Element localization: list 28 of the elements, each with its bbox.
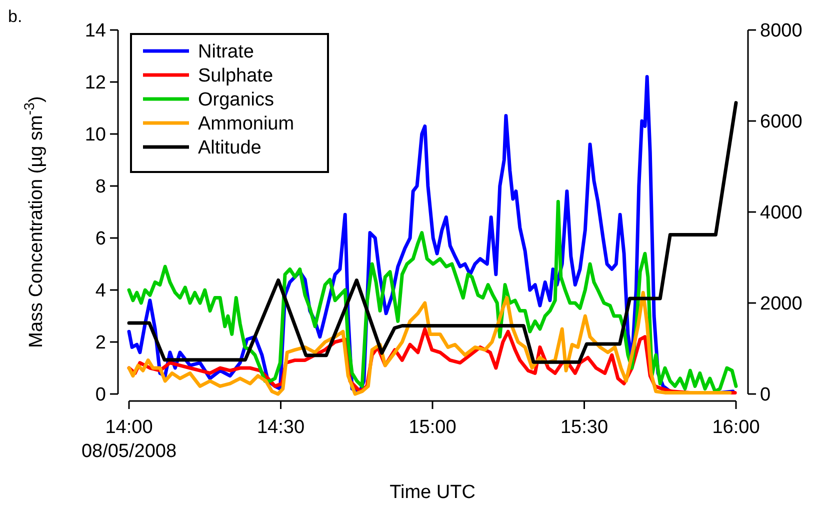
- y-tick-label: 8: [95, 176, 106, 198]
- y-tick-label: 4: [95, 280, 106, 302]
- legend-label: Sulphate: [198, 66, 274, 87]
- y-tick-label: 10: [84, 124, 106, 146]
- text: 08/05/2008: [81, 441, 177, 462]
- y-tick-label: 14: [84, 20, 106, 42]
- line-series: [127, 290, 732, 396]
- y-tick-label: 12: [84, 72, 106, 94]
- x-axis-title: Time UTC: [390, 482, 476, 503]
- x-tick-label: 15:00: [408, 417, 456, 438]
- x-tick-label: 16:00: [712, 417, 760, 438]
- y2-tick-label: 0: [760, 384, 771, 406]
- y2-tick-label: 4000: [760, 202, 802, 224]
- chart-title: b.: [8, 7, 22, 26]
- y2-tick-label: 6000: [760, 112, 802, 133]
- legend-label: Altitude: [198, 138, 262, 159]
- y-tick-label: 6: [95, 228, 106, 250]
- y2-tick-label: 2000: [760, 294, 802, 315]
- legend-label: Organics: [198, 90, 274, 111]
- legend-label: Nitrate: [198, 42, 254, 63]
- x-tick-label: 14:30: [256, 417, 305, 438]
- x-tick-label: 14:00: [105, 417, 153, 438]
- y-tick-label: 2: [95, 332, 106, 354]
- legend-label: Ammonium: [198, 114, 294, 135]
- y-tick-label: 0: [95, 384, 106, 406]
- line-series: [127, 200, 738, 394]
- y2-tick-label: 8000: [760, 20, 802, 42]
- x-tick-label: 15:30: [560, 417, 608, 438]
